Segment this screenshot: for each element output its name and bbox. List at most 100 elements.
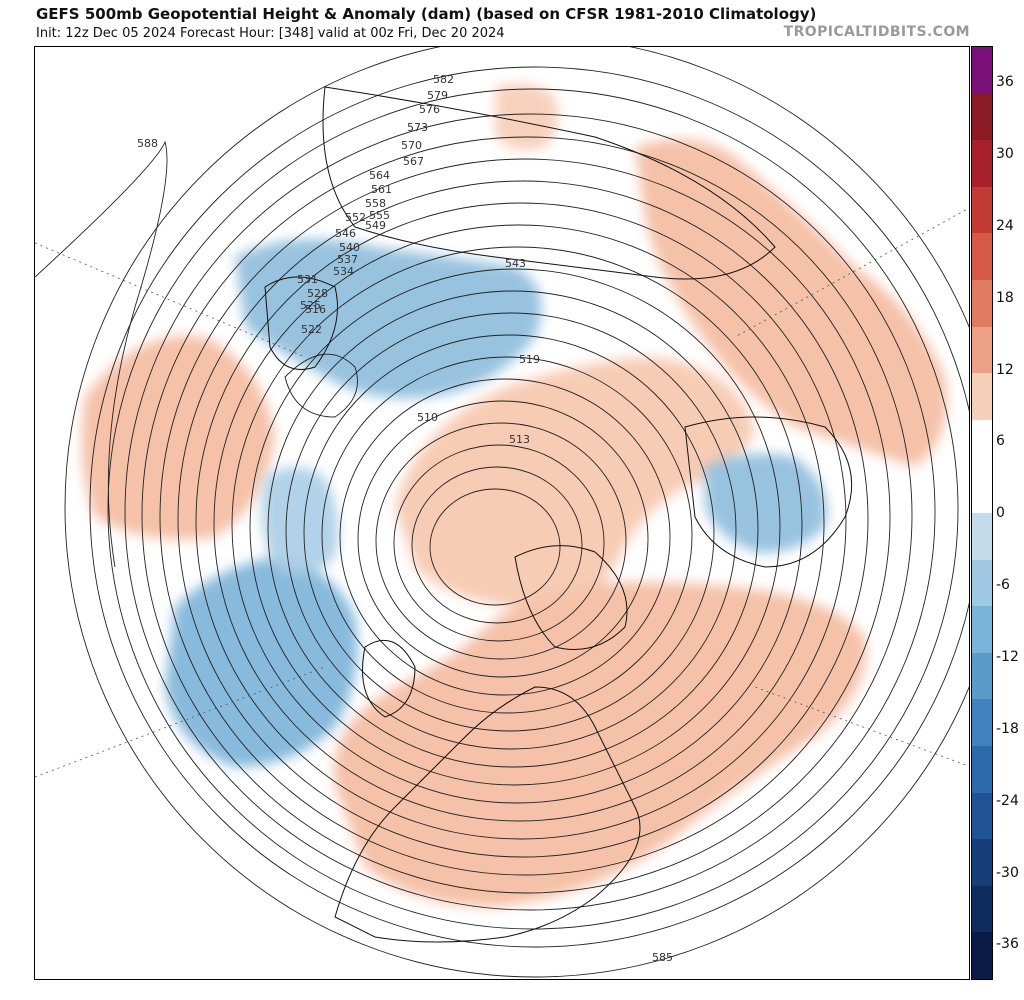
colorbar-segment	[972, 233, 992, 281]
colorbar-segment	[972, 652, 992, 700]
colorbar-tick-label: -6	[996, 577, 1010, 593]
colorbar-tick-label: 18	[996, 290, 1014, 306]
contour-line	[339, 378, 671, 696]
contour-line	[393, 444, 605, 642]
anomaly-positive-europe-russia	[635, 139, 947, 467]
contour-label: 543	[505, 257, 526, 270]
contour-label: 576	[419, 103, 440, 116]
contour-label: 579	[427, 89, 448, 102]
coastline-greenland	[514, 545, 628, 650]
colorbar-tick-label: -12	[996, 649, 1019, 665]
anomaly-positive-arctic	[395, 357, 755, 607]
colorbar-tick-label: -18	[996, 721, 1019, 737]
colorbar-segment	[972, 839, 992, 887]
contour-line	[64, 47, 969, 978]
contour-588-pacific	[35, 140, 168, 568]
negative-anomaly-layer	[165, 239, 827, 767]
contour-line	[267, 290, 759, 768]
brand-watermark: TROPICALTIDBITS.COM	[783, 24, 970, 40]
coastline-asia	[322, 86, 776, 280]
contour-line	[321, 356, 693, 714]
chart-title: GEFS 500mb Geopotential Height & Anomaly…	[36, 5, 817, 23]
contour-line	[231, 246, 803, 804]
contour-label: 525	[300, 299, 321, 312]
contour-label: 588	[137, 137, 158, 150]
coastline-north-america	[334, 686, 641, 943]
contour-line	[107, 88, 959, 930]
contour-label: 549	[365, 219, 386, 232]
contour-label: 528	[307, 287, 328, 300]
colorbar-segment	[972, 792, 992, 840]
contour-line	[303, 334, 715, 732]
contour-line	[195, 202, 847, 840]
colorbar-tick-label: -30	[996, 865, 1019, 881]
anomaly-positive-siberia-top	[495, 83, 559, 151]
contour-label: 570	[401, 139, 422, 152]
colorbar-segment	[972, 280, 992, 328]
coastline-east-asia	[264, 276, 338, 370]
contour-label: 558	[365, 197, 386, 210]
contour-label: 513	[509, 433, 530, 446]
anomaly-negative-east-asia	[235, 239, 542, 399]
contour-label: 564	[369, 169, 390, 182]
colorbar-tick-label: -24	[996, 793, 1019, 809]
colorbar-tick-label: 0	[996, 505, 1005, 521]
contour-label: 555	[369, 209, 390, 222]
colorbar-tick-label: 36	[996, 74, 1014, 90]
contour-label: 510	[417, 411, 438, 424]
contour-labels: 5825795765735705675645615585555525495465…	[137, 73, 673, 964]
colorbar-segment	[972, 93, 992, 141]
contour-label: 546	[335, 227, 356, 240]
contour-label: 582	[433, 73, 454, 86]
map-svg: 5825795765735705675645615585555525495465…	[35, 47, 969, 978]
contour-line	[249, 268, 781, 786]
contour-line	[213, 224, 825, 822]
colorbar-tick-label: 6	[996, 433, 1005, 449]
anomaly-negative-bering	[261, 467, 339, 575]
contour-line	[89, 66, 969, 948]
contour-low-asia	[284, 353, 358, 418]
contour-line	[159, 158, 891, 876]
coastline-alaska	[362, 639, 416, 718]
coastline-europe	[684, 416, 853, 568]
height-contours	[35, 47, 969, 978]
graticule	[35, 207, 969, 778]
contour-label: 561	[371, 183, 392, 196]
contour-line	[375, 422, 627, 660]
colorbar-tick-label: 12	[996, 362, 1014, 378]
meridian-line	[35, 666, 326, 778]
anomaly-negative-europe	[705, 453, 827, 553]
contour-label: 567	[403, 155, 424, 168]
colorbar-segment	[972, 559, 992, 607]
contour-line	[429, 488, 561, 606]
contour-label: 585	[652, 951, 673, 964]
colorbar-segment	[972, 746, 992, 794]
contour-line	[141, 136, 913, 894]
colorbar-segment	[972, 373, 992, 421]
anomaly-negative-gulf-of-alaska	[165, 557, 358, 767]
contour-line	[124, 113, 936, 911]
contour-label: 573	[407, 121, 428, 134]
colorbar-segment	[972, 419, 992, 467]
contour-line	[411, 466, 583, 624]
colorbar-segment	[972, 326, 992, 374]
colorbar-segment	[972, 513, 992, 561]
colorbar-segment	[972, 47, 992, 95]
colorbar-tick-label: 24	[996, 218, 1014, 234]
colorbar-segment	[972, 885, 992, 933]
colorbar-segment	[972, 606, 992, 654]
contour-label: 522	[301, 323, 322, 336]
anomaly-positive-north-america	[333, 582, 867, 907]
anomaly-colorbar	[971, 46, 993, 980]
contour-label: 540	[339, 241, 360, 254]
contour-label: 537	[337, 253, 358, 266]
colorbar-segment	[972, 186, 992, 234]
colorbar-segment	[972, 932, 992, 980]
colorbar-segment	[972, 466, 992, 514]
colorbar-tick-label: 30	[996, 146, 1014, 162]
meridian-line	[754, 686, 969, 767]
contour-label: 531	[297, 273, 318, 286]
chart-subtitle: Init: 12z Dec 05 2024 Forecast Hour: [34…	[36, 26, 505, 41]
colorbar-segment	[972, 699, 992, 747]
contour-label: 519	[519, 353, 540, 366]
